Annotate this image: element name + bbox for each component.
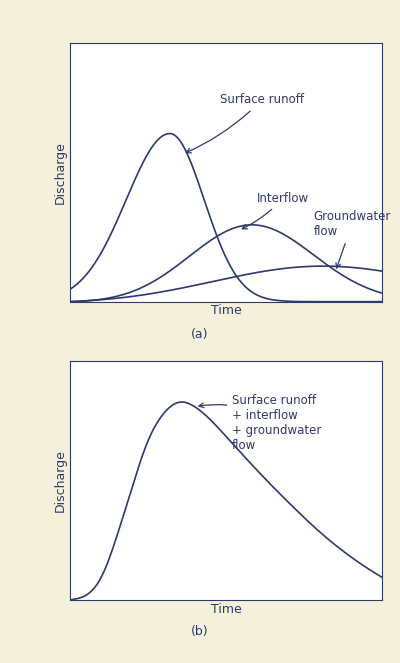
Text: (a): (a) xyxy=(191,328,209,341)
Y-axis label: Discharge: Discharge xyxy=(54,141,67,204)
Y-axis label: Discharge: Discharge xyxy=(54,450,67,512)
Text: Surface runoff: Surface runoff xyxy=(186,93,304,153)
X-axis label: Time: Time xyxy=(211,603,241,616)
Text: (b): (b) xyxy=(191,625,209,638)
Text: Interflow: Interflow xyxy=(242,192,309,229)
Text: Groundwater
flow: Groundwater flow xyxy=(313,210,391,268)
Text: Surface runoff
+ interflow
+ groundwater
flow: Surface runoff + interflow + groundwater… xyxy=(199,394,322,452)
X-axis label: Time: Time xyxy=(211,304,241,318)
